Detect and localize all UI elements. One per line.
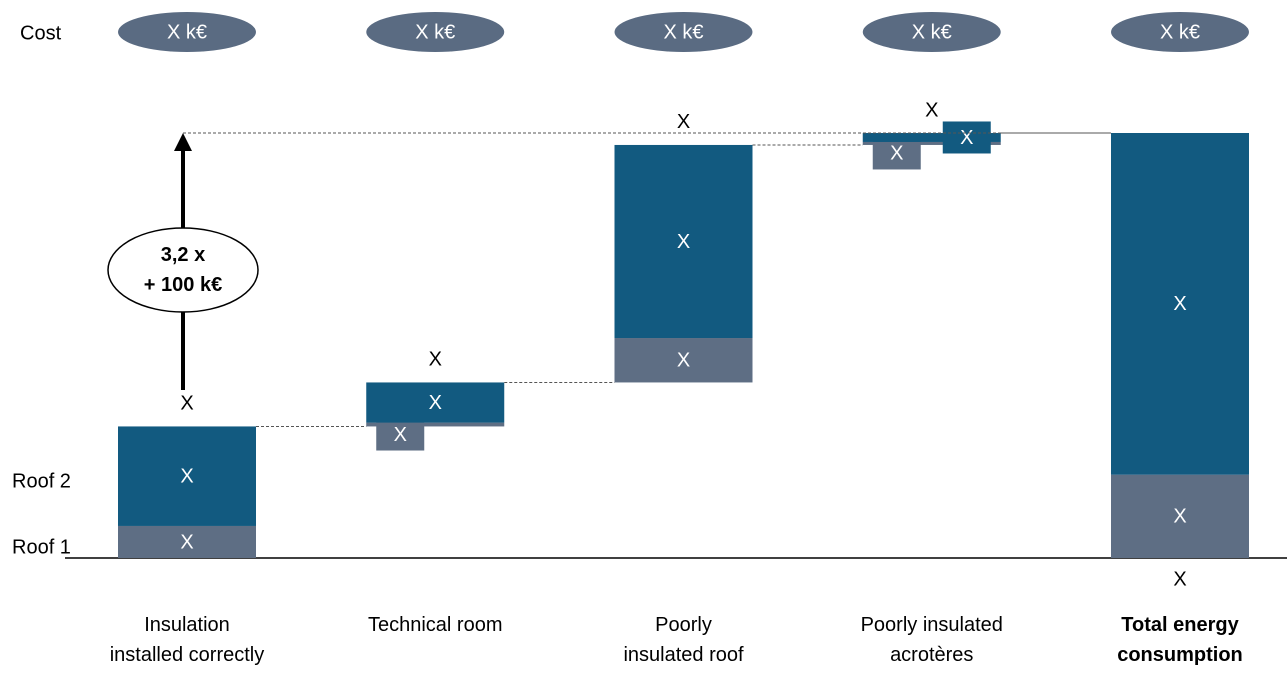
arrow-head	[174, 133, 192, 151]
category-label: Poorly insulated roof	[623, 614, 744, 666]
bar-segment	[862, 141, 1001, 145]
bar-segment	[614, 144, 753, 339]
category-label: Total energy consumption	[1117, 614, 1243, 666]
cost-ellipse	[614, 12, 753, 52]
annotation: 3,2 x + 100 k€	[143, 244, 223, 296]
cost-value: X k€	[1160, 21, 1200, 43]
value-label: X	[1173, 293, 1186, 315]
legend-label: Roof 1	[12, 536, 71, 558]
bar-segment	[614, 338, 753, 383]
step-label: X	[429, 349, 442, 371]
step-label: X	[180, 393, 193, 415]
bar-segment	[118, 525, 256, 558]
value-label: X	[180, 465, 193, 487]
label-box	[376, 418, 425, 451]
value-label: X	[394, 424, 407, 446]
step-label: X	[925, 99, 938, 121]
legend-label: Roof 2	[12, 470, 71, 492]
value-label: X	[677, 231, 690, 253]
value-label: X	[890, 143, 903, 165]
cost-ellipse	[862, 12, 1001, 52]
bar-segment	[1111, 474, 1249, 558]
value-label: X	[1173, 506, 1186, 528]
category-label: Technical room	[367, 614, 503, 636]
cost-ellipse	[366, 12, 505, 52]
cost-value: X k€	[167, 21, 207, 43]
cost-value: X k€	[415, 21, 455, 43]
value-label: X	[960, 127, 973, 149]
bar-segment	[1111, 133, 1249, 475]
label-box	[872, 137, 921, 170]
bar-segment	[862, 133, 1001, 142]
cost-label: Cost	[20, 22, 62, 44]
bar-segment	[366, 382, 505, 423]
step-label: X	[1173, 568, 1186, 590]
category-label: Insulation installed correctly	[109, 614, 265, 666]
cost-value: X k€	[912, 21, 952, 43]
value-label: X	[180, 531, 193, 553]
cost-value: X k€	[663, 21, 703, 43]
step-label: X	[677, 111, 690, 133]
bar-segment	[118, 426, 256, 526]
category-label: Poorly insulated acrotères	[860, 614, 1003, 666]
cost-ellipse	[118, 12, 256, 52]
value-label: X	[677, 350, 690, 372]
annotation-ellipse	[107, 227, 259, 313]
label-box	[942, 121, 991, 154]
value-label: X	[429, 392, 442, 414]
bar-segment	[366, 422, 505, 427]
cost-ellipse	[1111, 12, 1249, 52]
